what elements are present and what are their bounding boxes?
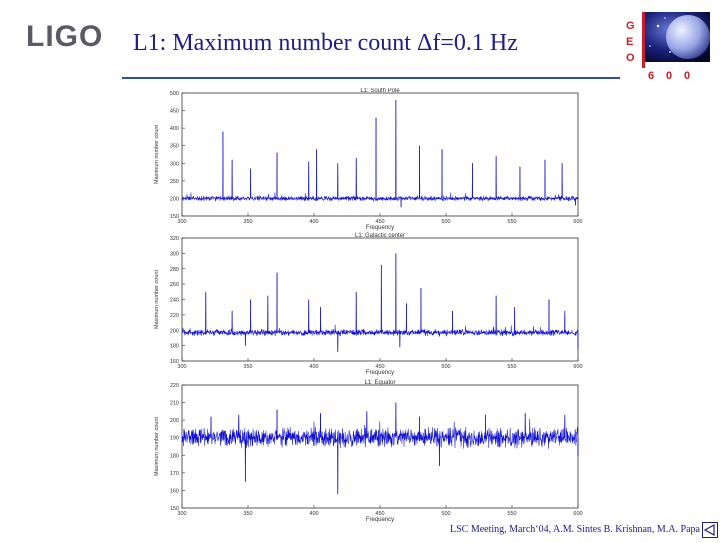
geo600-accent-bar xyxy=(642,12,645,68)
chart-3-ytick-label-4: 190 xyxy=(170,436,179,442)
chart-2-frame xyxy=(181,237,579,362)
chart-1-ytick-label-2: 250 xyxy=(170,179,179,185)
slide-title: L1: Maximum number count Δf=0.1 Hz xyxy=(133,30,518,56)
chart-1-ytick-label-6: 450 xyxy=(170,109,179,115)
charts-figure: L1: South Pole 300 350 400 450 500 550 600 150 20… xyxy=(154,88,583,523)
chart-1-ylabel: Maximum number count xyxy=(154,125,160,184)
chart-3-ytick-label-3: 180 xyxy=(170,453,179,459)
chart-2-ytick-label-4: 240 xyxy=(170,298,179,304)
chart-3-ytick-label-1: 160 xyxy=(170,488,179,494)
chart-1-xlabel: Frequency xyxy=(366,225,394,231)
chart-3-series-line xyxy=(181,402,579,494)
chart-2-ytick-label-1: 180 xyxy=(170,344,179,350)
chart-1-ytick-label-1: 200 xyxy=(170,196,179,202)
geo-digit-0b: 0 xyxy=(684,70,691,82)
chart-3-xtick-label-2: 400 xyxy=(309,511,318,517)
geo-digit-0a: 0 xyxy=(666,70,673,82)
chart-2-series-line xyxy=(181,253,579,352)
slide-nav-back-icon[interactable] xyxy=(702,522,718,538)
chart-2-ytick-label-5: 260 xyxy=(170,282,179,288)
chart-2-ytick-label-0: 160 xyxy=(170,359,179,365)
chart-2-xtick-label-3: 450 xyxy=(375,364,384,370)
chart-3-xtick-label-6: 600 xyxy=(573,511,582,517)
chart-2-ytick-label-3: 220 xyxy=(170,313,179,319)
title-underline xyxy=(122,77,620,79)
geo600-logo: G E O 6 0 0 xyxy=(620,10,720,88)
chart-2-title: L1: Galactic center xyxy=(355,233,405,239)
chart-3-ylabel: Maximum number count xyxy=(154,417,160,476)
chart-2-xtick-label-5: 550 xyxy=(507,364,516,370)
chart-2-xtick-label-1: 350 xyxy=(243,364,252,370)
chart-2-ytick-label-8: 320 xyxy=(170,236,179,242)
geo-letter-o: O xyxy=(626,52,635,64)
chart-2-xtick-label-2: 400 xyxy=(309,364,318,370)
chart-1-xtick-label-3: 450 xyxy=(375,219,384,225)
chart-3-xtick-label-5: 550 xyxy=(507,511,516,517)
chart-3-xtick-label-1: 350 xyxy=(243,511,252,517)
ligo-logo-text: LIGO xyxy=(26,20,104,53)
geo-letter-e: E xyxy=(626,36,634,48)
chart-2-xtick-label-6: 600 xyxy=(573,364,582,370)
slide-footer: LSC Meeting, March‘04, A.M. Sintes B. Kr… xyxy=(450,524,700,535)
chart-2: L1: Galactic center 300 350 400 450 500 550 600… xyxy=(154,233,583,376)
geo600-logo-graphic xyxy=(642,12,710,68)
chart-3-ytick-label-6: 210 xyxy=(170,401,179,407)
chart-2-ytick-label-2: 200 xyxy=(170,328,179,334)
chart-2-xtick-label-0: 300 xyxy=(177,364,186,370)
chart-2-xlabel: Frequency xyxy=(366,370,394,376)
chart-1-ytick-label-5: 400 xyxy=(170,126,179,132)
chart-3-ytick-label-5: 200 xyxy=(170,418,179,424)
chart-1-xtick-label-1: 350 xyxy=(243,219,252,225)
chart-1-xtick-label-0: 300 xyxy=(177,219,186,225)
geo600-planet xyxy=(666,15,710,59)
chart-1-ytick-label-0: 150 xyxy=(170,214,179,220)
chart-2-ytick-label-6: 280 xyxy=(170,267,179,273)
chart-3-xtick-label-0: 300 xyxy=(177,511,186,517)
chart-2-xtick-label-4: 500 xyxy=(441,364,450,370)
chart-stack: L1: South Pole 300 350 400 450 500 550 600 150 20… xyxy=(140,88,590,524)
chart-1-ytick-label-3: 300 xyxy=(170,161,179,167)
geo-letter-g: G xyxy=(626,20,635,32)
chart-1: L1: South Pole 300 350 400 450 500 550 600 150 20… xyxy=(154,88,583,231)
chart-2-ytick-label-7: 300 xyxy=(170,251,179,257)
chart-3-frame xyxy=(181,384,579,509)
chart-1-xtick-label-5: 550 xyxy=(507,219,516,225)
chart-3-ytick-label-2: 170 xyxy=(170,471,179,477)
chart-1-xtick-label-4: 500 xyxy=(441,219,450,225)
chart-3-title: L1: Equator xyxy=(364,380,395,386)
chart-3-xtick-label-3: 450 xyxy=(375,511,384,517)
chart-1-title: L1: South Pole xyxy=(360,88,400,94)
chart-1-xtick-label-6: 600 xyxy=(573,219,582,225)
chart-1-ytick-label-4: 350 xyxy=(170,144,179,150)
chart-3-xlabel: Frequency xyxy=(366,517,394,523)
ligo-logo: LIGO xyxy=(22,18,102,58)
geo-digit-6: 6 xyxy=(648,70,655,82)
chart-1-series-line xyxy=(181,100,579,208)
chart-3-ytick-label-7: 220 xyxy=(170,383,179,389)
chart-3-ytick-label-0: 150 xyxy=(170,506,179,512)
chart-1-ytick-label-7: 500 xyxy=(170,91,179,97)
chart-3: L1: Equator 300 350 400 450 500 550 600 150 160 17… xyxy=(154,380,583,523)
chart-1-frame xyxy=(181,92,579,217)
back-triangle-icon xyxy=(702,522,718,538)
chart-1-xtick-label-2: 400 xyxy=(309,219,318,225)
chart-2-ylabel: Maximum number count xyxy=(154,270,160,329)
chart-3-xtick-label-4: 500 xyxy=(441,511,450,517)
